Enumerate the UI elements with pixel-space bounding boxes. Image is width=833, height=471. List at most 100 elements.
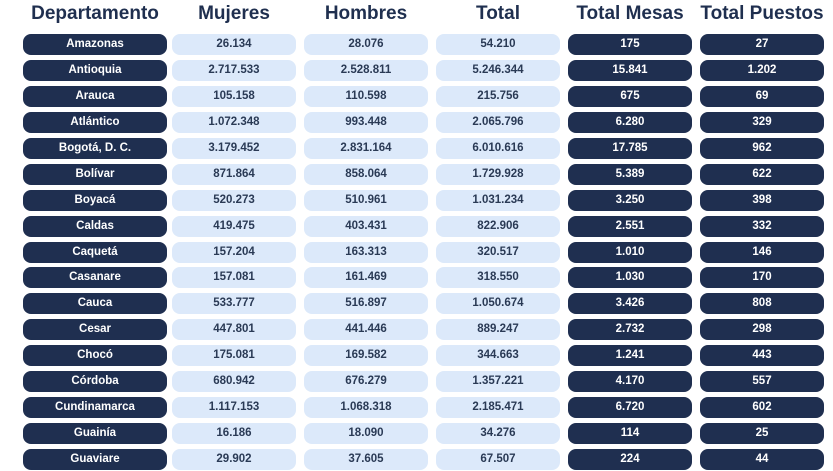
mujeres-cell: 175.081	[172, 345, 296, 367]
mujeres-cell: 1.072.348	[172, 111, 296, 133]
total-mesas-cell: 5.389	[568, 163, 692, 185]
departamento-cell: Chocó	[23, 345, 167, 367]
table-row: Cundinamarca 1.117.153 1.068.318 2.185.471 6…	[0, 397, 833, 419]
total-cell: 1.729.928	[436, 163, 560, 185]
mujeres-cell: 447.801	[172, 319, 296, 341]
header-mujeres: Mujeres	[198, 3, 270, 24]
departamento-cell: Atlántico	[23, 111, 167, 133]
table-row: Cesar 447.801 441.446 889.247 2.732 298	[0, 319, 833, 341]
total-mesas-cell: 15.841	[568, 59, 692, 81]
hombres-cell: 516.897	[304, 293, 428, 315]
table-row: Arauca 105.158 110.598 215.756 675 69	[0, 85, 833, 108]
mujeres-cell: 16.186	[172, 423, 296, 445]
total-cell: 822.906	[436, 215, 560, 237]
total-puestos-cell: 332	[700, 215, 824, 237]
table-row: Bolívar 871.864 858.064 1.729.928 5.389 622	[0, 163, 833, 186]
table-row: Cauca 533.777 516.897 1.050.674 3.426 808	[0, 293, 833, 315]
total-puestos-cell: 808	[700, 293, 824, 315]
total-cell: 1.031.234	[436, 189, 560, 211]
mujeres-cell: 105.158	[172, 85, 296, 107]
table-row: Atlántico 1.072.348 993.448 2.065.796 6.280 3…	[0, 111, 833, 134]
total-puestos-cell: 602	[700, 397, 824, 419]
header-total-mesas: Total Mesas	[576, 3, 684, 24]
total-mesas-cell: 1.030	[568, 267, 692, 289]
total-mesas-cell: 17.785	[568, 137, 692, 159]
total-mesas-cell: 175	[568, 34, 692, 55]
departamento-cell: Guainía	[23, 423, 167, 445]
departamento-cell: Cesar	[23, 319, 167, 341]
departamento-cell: Cauca	[23, 293, 167, 315]
header-total: Total	[476, 3, 520, 24]
total-puestos-cell: 329	[700, 111, 824, 133]
mujeres-cell: 3.179.452	[172, 137, 296, 159]
hombres-cell: 28.076	[304, 34, 428, 55]
mujeres-cell: 1.117.153	[172, 397, 296, 419]
total-cell: 2.185.471	[436, 397, 560, 419]
total-mesas-cell: 224	[568, 449, 692, 471]
table-row: Caldas 419.475 403.431 822.906 2.551 332	[0, 215, 833, 238]
hombres-cell: 169.582	[304, 345, 428, 367]
total-puestos-cell: 27	[700, 34, 824, 55]
mujeres-cell: 520.273	[172, 189, 296, 211]
total-puestos-cell: 1.202	[700, 59, 824, 81]
total-mesas-cell: 4.170	[568, 371, 692, 393]
departamento-cell: Bogotá, D. C.	[23, 137, 167, 159]
total-puestos-cell: 398	[700, 189, 824, 211]
hombres-cell: 993.448	[304, 111, 428, 133]
total-cell: 1.050.674	[436, 293, 560, 315]
mujeres-cell: 680.942	[172, 371, 296, 393]
table-row: Casanare 157.081 161.469 318.550 1.030 170	[0, 267, 833, 289]
total-cell: 67.507	[436, 449, 560, 471]
table-row: Guainía 16.186 18.090 34.276 114 25	[0, 423, 833, 445]
mujeres-cell: 29.902	[172, 449, 296, 471]
header-total-puestos: Total Puestos	[700, 3, 824, 24]
total-mesas-cell: 1.241	[568, 345, 692, 367]
table-row: Caquetá 157.204 163.313 320.517 1.010 146	[0, 241, 833, 264]
hombres-cell: 676.279	[304, 371, 428, 393]
hombres-cell: 161.469	[304, 267, 428, 289]
hombres-cell: 2.528.811	[304, 59, 428, 81]
total-mesas-cell: 114	[568, 423, 692, 445]
header-hombres: Hombres	[324, 3, 408, 24]
total-mesas-cell: 2.551	[568, 215, 692, 237]
departamento-cell: Córdoba	[23, 371, 167, 393]
table-row: Córdoba 680.942 676.279 1.357.221 4.170 557	[0, 371, 833, 393]
table-row: Amazonas 26.134 28.076 54.210 175 27	[0, 34, 833, 56]
total-cell: 34.276	[436, 423, 560, 445]
total-cell: 215.756	[436, 85, 560, 107]
hombres-cell: 510.961	[304, 189, 428, 211]
mujeres-cell: 157.204	[172, 241, 296, 263]
total-mesas-cell: 3.426	[568, 293, 692, 315]
departamento-cell: Antioquia	[23, 59, 167, 81]
total-puestos-cell: 44	[700, 449, 824, 471]
mujeres-cell: 26.134	[172, 34, 296, 55]
table-row: Antioquia 2.717.533 2.528.811 5.246.344 15.8…	[0, 59, 833, 82]
table-row: Chocó 175.081 169.582 344.663 1.241 443	[0, 345, 833, 367]
departamento-cell: Caldas	[23, 215, 167, 237]
hombres-cell: 858.064	[304, 163, 428, 185]
departamento-cell: Cundinamarca	[23, 397, 167, 419]
total-puestos-cell: 443	[700, 345, 824, 367]
departamento-cell: Guaviare	[23, 449, 167, 471]
total-puestos-cell: 962	[700, 137, 824, 159]
departamento-cell: Casanare	[23, 267, 167, 289]
mujeres-cell: 419.475	[172, 215, 296, 237]
header-departamento: Departamento	[31, 3, 159, 24]
total-puestos-cell: 298	[700, 319, 824, 341]
total-puestos-cell: 25	[700, 423, 824, 445]
hombres-cell: 163.313	[304, 241, 428, 263]
total-mesas-cell: 1.010	[568, 241, 692, 263]
total-cell: 5.246.344	[436, 59, 560, 81]
total-cell: 54.210	[436, 34, 560, 55]
mujeres-cell: 533.777	[172, 293, 296, 315]
total-mesas-cell: 6.280	[568, 111, 692, 133]
departamento-cell: Bolívar	[23, 163, 167, 185]
mujeres-cell: 871.864	[172, 163, 296, 185]
table-row: Boyacá 520.273 510.961 1.031.234 3.250 398	[0, 189, 833, 212]
total-puestos-cell: 146	[700, 241, 824, 263]
hombres-cell: 37.605	[304, 449, 428, 471]
hombres-cell: 18.090	[304, 423, 428, 445]
hombres-cell: 441.446	[304, 319, 428, 341]
total-puestos-cell: 557	[700, 371, 824, 393]
hombres-cell: 403.431	[304, 215, 428, 237]
